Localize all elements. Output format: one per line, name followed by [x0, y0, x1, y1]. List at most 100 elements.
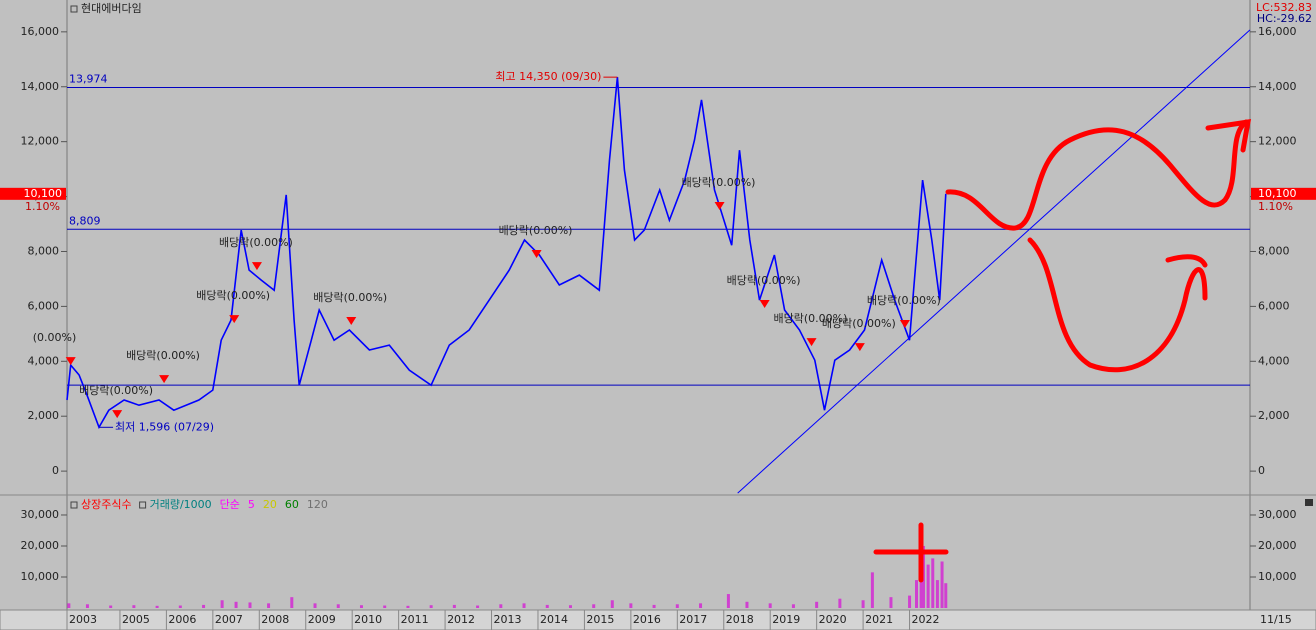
volume-bar — [610, 600, 614, 608]
volume-bar — [915, 580, 919, 608]
x-tick-label: 2016 — [633, 613, 661, 626]
hand-curve — [945, 119, 1249, 231]
x-tick-label: 2021 — [865, 613, 893, 626]
volume-bar — [248, 602, 252, 608]
y-tick-label: 2,000 — [1258, 409, 1290, 422]
dividend-label: 배당락(0.00%) — [313, 291, 387, 304]
volume-bar — [935, 580, 939, 608]
volume-bar — [429, 605, 433, 608]
volume-bar — [452, 604, 456, 608]
hc-label: HC:-29.62 — [1257, 12, 1312, 25]
volume-bar — [178, 605, 182, 608]
x-tick-label: 2007 — [215, 613, 243, 626]
trendline — [737, 29, 1251, 494]
volume-bar — [383, 605, 387, 608]
x-tick-label: 2008 — [261, 613, 289, 626]
y-tick-label: 30,000 — [21, 508, 60, 521]
dividend-marker — [251, 262, 262, 271]
volume-bar — [336, 604, 340, 608]
x-tick-label: 2022 — [912, 613, 940, 626]
volume-bar — [155, 605, 159, 608]
dividend-marker — [759, 300, 770, 309]
x-tick-label: 2003 — [69, 613, 97, 626]
y-tick-label: 10,000 — [1258, 570, 1297, 583]
y-tick-label: 12,000 — [1258, 135, 1297, 148]
dividend-marker — [806, 338, 817, 347]
dividend-label: 배당락(0.00%) — [682, 176, 756, 189]
dividend-marker — [714, 202, 725, 211]
y-tick-label: 30,000 — [1258, 508, 1297, 521]
legend-label: 거래량/1000 — [150, 498, 212, 511]
volume-bar — [234, 601, 238, 608]
volume-bar — [476, 605, 480, 608]
volume-bar — [652, 604, 656, 608]
y-tick-label: 20,000 — [21, 539, 60, 552]
hand-drawing — [873, 119, 1252, 583]
volume-bar — [592, 604, 596, 608]
x-tick-label: 2005 — [122, 613, 150, 626]
volume-bar — [838, 598, 842, 608]
x-tick-label: 2011 — [401, 613, 429, 626]
x-tick-label: 2020 — [819, 613, 847, 626]
volume-bar — [944, 583, 948, 608]
dividend-marker — [112, 410, 123, 419]
volume-bar — [359, 605, 363, 608]
title-icon — [70, 5, 78, 13]
x-tick-label: 2018 — [726, 613, 754, 626]
price-tag-label: 10,100 — [24, 187, 63, 200]
dividend-label: 배당락(0.00%) — [79, 384, 153, 397]
x-tick-label: 2013 — [494, 613, 522, 626]
x-tick-label: 2012 — [447, 613, 475, 626]
y-tick-label: 6,000 — [28, 299, 60, 312]
dividend-label: 배당락(0.00%) — [196, 289, 270, 302]
legend-icon — [70, 501, 78, 509]
legend-icon — [139, 501, 147, 509]
high-label: 최고 14,350 (09/30) — [495, 70, 601, 83]
volume-bar — [313, 603, 317, 608]
dividend-marker — [65, 357, 76, 366]
change-label: 1.10% — [25, 200, 60, 213]
volume-bar — [499, 604, 503, 608]
legend-label: 상장주식수 — [81, 498, 132, 511]
dividend-label: (0.00%) — [33, 331, 77, 344]
volume-bar — [290, 597, 294, 608]
y-tick-label: 16,000 — [21, 25, 60, 38]
dividend-marker — [229, 315, 240, 324]
legend-label: 5 — [248, 498, 255, 511]
price-tag — [1251, 187, 1316, 200]
dividend-marker — [899, 320, 910, 329]
volume-bar — [85, 604, 89, 608]
dividend-marker — [531, 250, 542, 259]
date-strip — [0, 609, 1316, 630]
volume-bar — [745, 601, 749, 608]
y-tick-label: 16,000 — [1258, 25, 1297, 38]
x-tick-label: 2017 — [679, 613, 707, 626]
lc-label: LC:532.83 — [1256, 1, 1312, 14]
legend-label: 60 — [285, 498, 299, 511]
low-label: 최저 1,596 (07/29) — [115, 420, 214, 433]
volume-bar — [220, 600, 224, 608]
volume-bar — [768, 603, 772, 608]
dividend-label: 배당락(0.00%) — [774, 312, 848, 325]
volume-bar — [926, 564, 930, 608]
volume-bar — [522, 603, 526, 608]
dividend-label: 배당락(0.00%) — [219, 236, 293, 249]
hand-arrow — [1165, 254, 1208, 268]
y-tick-label: 20,000 — [1258, 539, 1297, 552]
level-label: 8,809 — [69, 214, 101, 227]
x-tick-label: 2014 — [540, 613, 568, 626]
y-tick-label: 6,000 — [1258, 299, 1290, 312]
dividend-label: 배당락(0.00%) — [727, 274, 801, 287]
y-tick-label: 8,000 — [1258, 244, 1290, 257]
x-tick-label: 2010 — [354, 613, 382, 626]
volume-bar — [267, 603, 271, 608]
volume-bar — [870, 572, 874, 608]
y-tick-label: 0 — [52, 464, 59, 477]
legend-label: 120 — [307, 498, 328, 511]
legend-label: 20 — [263, 498, 277, 511]
dividend-label: 배당락(0.00%) — [126, 349, 200, 362]
price-tag-label: 10,100 — [1258, 187, 1297, 200]
volume-bar — [940, 561, 944, 608]
